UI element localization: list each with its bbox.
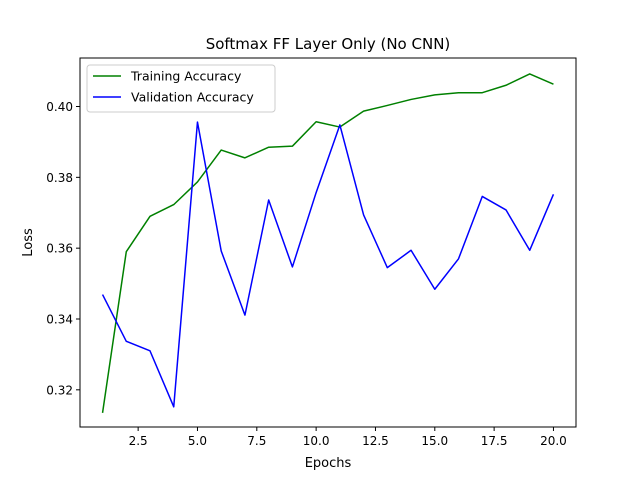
y-axis-ticks: 0.32 0.34 0.36 0.38 0.40 bbox=[46, 100, 80, 397]
series-line-1 bbox=[101, 121, 555, 408]
x-tick-label: 7.5 bbox=[247, 434, 266, 448]
legend-label-0: Training Accuracy bbox=[130, 69, 242, 84]
y-tick-label: 0.38 bbox=[46, 171, 73, 185]
legend-box bbox=[86, 64, 276, 113]
y-tick-label: 0.32 bbox=[46, 383, 73, 397]
y-axis-label: Loss bbox=[21, 228, 36, 257]
y-tick-label: 0.36 bbox=[46, 242, 73, 256]
x-axis-ticks: 2.5 5.0 7.5 10.0 12.5 15.0 17.5 20.0 bbox=[129, 427, 567, 448]
x-axis-label: Epochs bbox=[305, 456, 352, 471]
y-tick-label: 0.34 bbox=[46, 312, 73, 326]
series-line-0 bbox=[101, 73, 554, 413]
series-layer bbox=[101, 73, 555, 413]
plot-frame bbox=[79, 57, 577, 428]
x-tick-label: 20.0 bbox=[540, 434, 567, 448]
legend: Training Accuracy Validation Accuracy bbox=[86, 64, 276, 113]
chart-title: Softmax FF Layer Only (No CNN) bbox=[206, 35, 451, 53]
x-tick-label: 5.0 bbox=[188, 434, 207, 448]
x-tick-label: 15.0 bbox=[421, 434, 448, 448]
y-tick-label: 0.40 bbox=[46, 100, 73, 114]
x-tick-label: 12.5 bbox=[362, 434, 389, 448]
x-tick-label: 17.5 bbox=[481, 434, 508, 448]
legend-label-1: Validation Accuracy bbox=[131, 90, 254, 105]
x-tick-label: 10.0 bbox=[303, 434, 330, 448]
x-tick-label: 2.5 bbox=[129, 434, 148, 448]
